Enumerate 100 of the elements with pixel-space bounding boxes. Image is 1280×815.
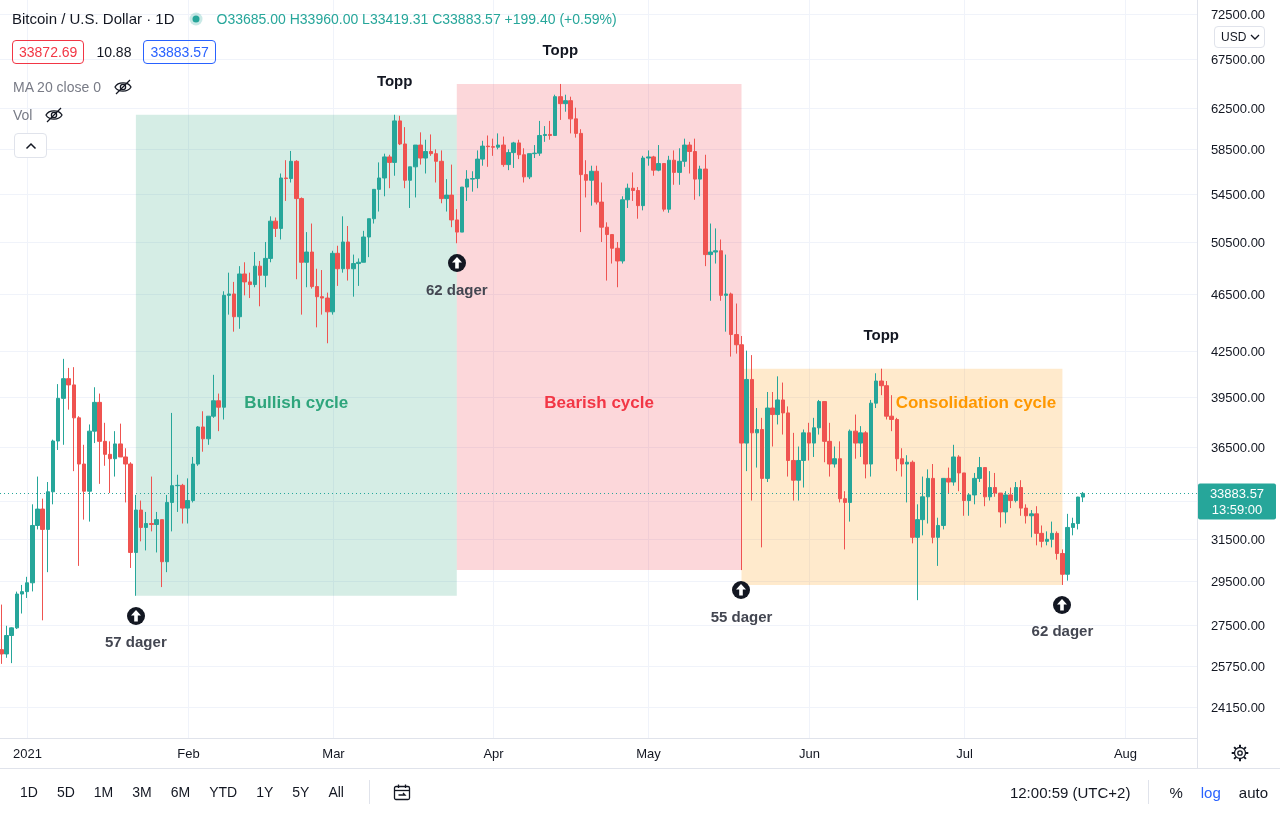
candlestick	[496, 132, 500, 150]
candlestick	[279, 172, 283, 240]
annotation: Vol	[13, 107, 33, 123]
candlestick	[589, 165, 594, 207]
candlestick	[232, 281, 236, 333]
annotation: 33883.57	[143, 40, 216, 64]
candlestick	[418, 131, 423, 166]
candlestick	[667, 155, 671, 214]
y-tick-label: 24150.00	[1210, 700, 1266, 715]
text: %	[1169, 783, 1183, 801]
candlestick	[284, 159, 288, 202]
y-tick-label: 54500.00	[1210, 187, 1266, 202]
candlestick	[501, 136, 506, 168]
candlestick	[1029, 509, 1034, 538]
candlestick	[983, 467, 987, 507]
y-tick-label: 46500.00	[1210, 287, 1266, 302]
candlestick	[139, 500, 143, 542]
band-label: Bearish cycle	[544, 392, 654, 412]
x-tick-label: Feb	[177, 745, 200, 761]
candlestick	[931, 463, 935, 544]
annotation: O33685.00 H33960.00 L33419.31 C33883.57 +199.40 (+0.59%)	[216, 10, 617, 27]
y-tick-label: 27500.00	[1210, 618, 1266, 633]
candlestick	[387, 154, 392, 189]
x-tick-label: 2021	[13, 745, 42, 761]
y-tick-label: 67500.00	[1210, 52, 1266, 67]
candlestick	[201, 410, 205, 453]
y-tick-label: 58500.00	[1210, 142, 1266, 157]
candlestick	[558, 83, 563, 121]
annotation: 62 dager	[1031, 622, 1094, 640]
candlestick	[346, 225, 350, 282]
y-tick-label: 42500.00	[1210, 344, 1266, 359]
text: 12:00:59 (UTC+2)	[1009, 783, 1131, 801]
candlestick	[858, 425, 863, 458]
y-tick-label: 25750.00	[1210, 659, 1266, 674]
candlestick	[113, 430, 117, 478]
candlestick	[863, 430, 868, 479]
candlestick	[563, 94, 568, 113]
text: auto	[1238, 783, 1268, 801]
candlestick	[744, 350, 749, 472]
candlestick	[548, 120, 552, 141]
candlestick	[656, 144, 661, 172]
candlestick	[0, 604, 4, 665]
text: 6M	[170, 784, 191, 800]
candlestick	[698, 165, 702, 197]
ref-line-label: 33883.57	[1209, 486, 1265, 501]
candlestick	[444, 178, 449, 213]
candlestick	[40, 498, 45, 621]
text: YTD	[209, 784, 238, 800]
candlestick	[237, 265, 242, 330]
annotation: Topp	[376, 72, 413, 90]
candlestick	[910, 459, 915, 544]
candlestick	[765, 391, 770, 483]
y-tick-label: 31500.00	[1210, 532, 1266, 547]
candlestick	[719, 239, 723, 302]
candlestick	[273, 217, 278, 238]
annotation: 33872.69	[12, 40, 85, 64]
candlestick	[553, 94, 557, 136]
x-tick-label: Mar	[322, 745, 346, 761]
candlestick	[330, 250, 335, 316]
candlestick	[335, 245, 340, 287]
candlestick	[853, 414, 858, 460]
candlestick	[672, 149, 676, 186]
x-tick-label: Apr	[483, 745, 505, 761]
candlestick	[180, 483, 185, 525]
text: 1M	[93, 784, 114, 800]
y-tick-label: 50500.00	[1210, 235, 1266, 250]
candlestick	[755, 407, 759, 469]
text: log	[1200, 783, 1221, 801]
candlestick	[144, 511, 148, 551]
candlestick	[1008, 487, 1013, 509]
candlestick	[392, 114, 397, 177]
annotation: MA 20 close 0	[13, 79, 101, 95]
text: All	[328, 784, 344, 800]
x-tick-label: May	[636, 745, 662, 761]
candlestick	[807, 422, 811, 461]
candlestick	[160, 519, 164, 588]
candlestick	[703, 154, 708, 267]
candlestick	[724, 254, 728, 333]
candlestick	[289, 150, 293, 184]
text: 5D	[56, 784, 75, 800]
candlestick	[946, 467, 951, 494]
candlestick	[423, 139, 428, 174]
annotation: 57 dager	[105, 633, 167, 651]
candlestick	[750, 354, 754, 502]
candlestick	[149, 476, 154, 532]
y-tick-label: 29500.00	[1210, 574, 1266, 589]
y-tick-label: 72500.00	[1210, 7, 1266, 22]
annotation: 10.88	[96, 44, 132, 60]
band-label: Bullish cycle	[244, 392, 349, 412]
x-tick-label: Jun	[799, 745, 820, 761]
candlestick	[760, 417, 764, 548]
x-tick-label: Aug	[1113, 745, 1138, 761]
candlestick	[662, 163, 666, 213]
candlestick	[216, 393, 221, 432]
annotation: 62 dager	[425, 280, 488, 298]
text: 5Y	[292, 784, 310, 800]
candlestick	[134, 494, 138, 597]
text: 1Y	[256, 784, 274, 800]
annotation: Topp	[542, 41, 579, 59]
candlestick	[951, 444, 956, 487]
